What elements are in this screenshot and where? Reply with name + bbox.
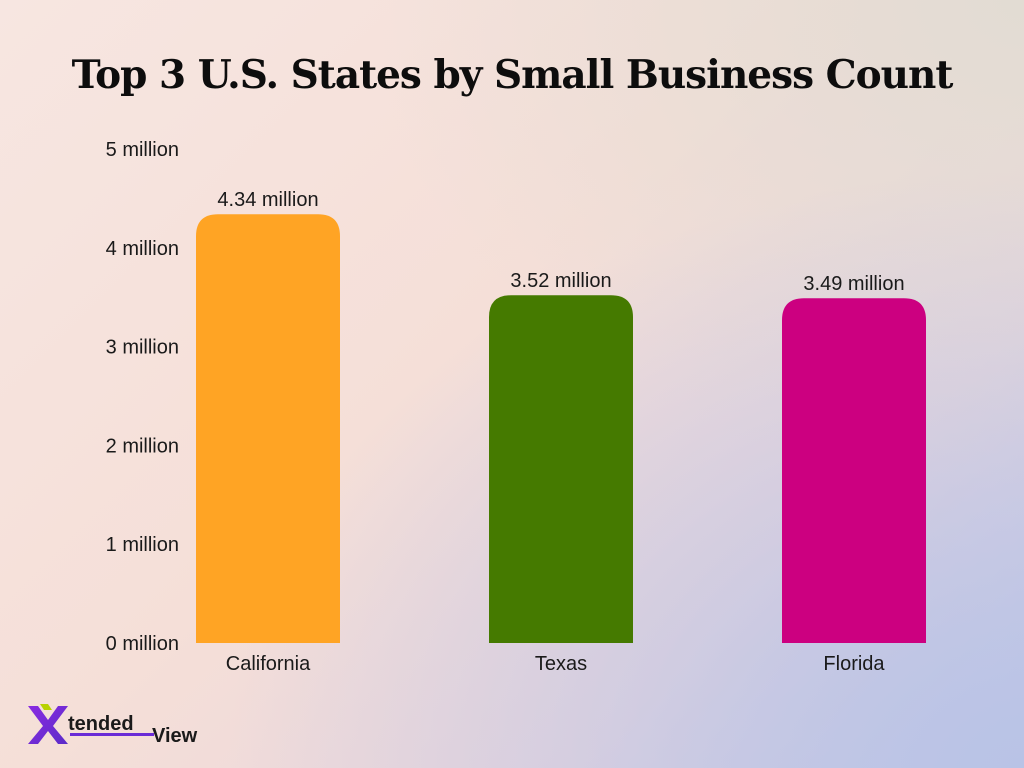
bar-florida [782,298,926,643]
bar-chart: 0 million 1 million 2 million 3 million 4 mi… [106,139,926,675]
data-labels: 4.34 million 3.52 million 3.49 million [217,189,904,295]
y-tick-label: 3 million [106,337,179,359]
y-tick-label: 4 million [106,238,179,260]
bar-texas [489,295,633,643]
y-tick-label: 5 million [106,139,179,161]
y-tick-label: 1 million [106,534,179,556]
logo-text-main: tended [68,713,134,735]
bar-california [196,214,340,643]
chart-title: Top 3 U.S. States by Small Business Coun… [71,52,954,98]
data-label-california: 4.34 million [217,189,318,211]
y-tick-label: 0 million [106,633,179,655]
x-tick-label-florida: Florida [823,653,885,675]
logo-x-mark-icon [28,704,68,744]
x-axis: California Texas Florida [226,653,886,675]
x-tick-label-california: California [226,653,311,675]
logo-underline [70,733,154,736]
bars [196,214,926,643]
y-tick-label: 2 million [106,435,179,457]
data-label-florida: 3.49 million [803,273,904,295]
x-tick-label-texas: Texas [535,653,587,675]
data-label-texas: 3.52 million [510,270,611,292]
xtendedview-logo: tended View [28,704,198,747]
logo-text-secondary: View [152,725,198,747]
y-axis: 0 million 1 million 2 million 3 million 4 mi… [106,139,179,655]
